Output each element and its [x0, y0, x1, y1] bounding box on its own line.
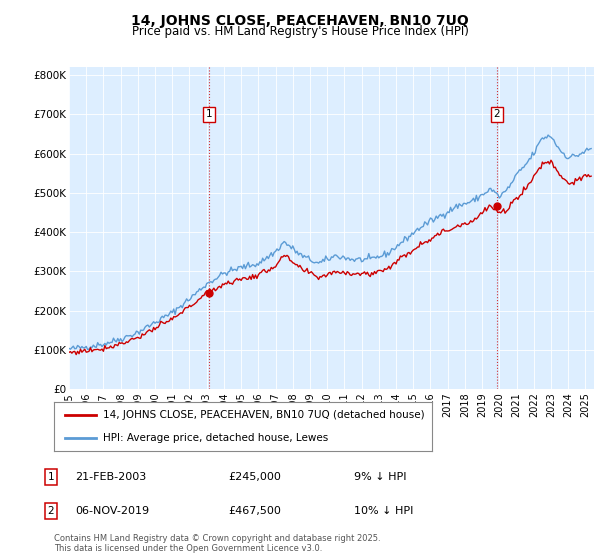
Text: 14, JOHNS CLOSE, PEACEHAVEN, BN10 7UQ: 14, JOHNS CLOSE, PEACEHAVEN, BN10 7UQ [131, 14, 469, 28]
Text: 21-FEB-2003: 21-FEB-2003 [75, 472, 146, 482]
Text: 14, JOHNS CLOSE, PEACEHAVEN, BN10 7UQ (detached house): 14, JOHNS CLOSE, PEACEHAVEN, BN10 7UQ (d… [103, 410, 425, 421]
Text: £467,500: £467,500 [228, 506, 281, 516]
Text: 1: 1 [206, 109, 212, 119]
Text: Contains HM Land Registry data © Crown copyright and database right 2025.
This d: Contains HM Land Registry data © Crown c… [54, 534, 380, 553]
Text: 2: 2 [47, 506, 55, 516]
Text: 2: 2 [493, 109, 500, 119]
Text: 1: 1 [47, 472, 55, 482]
Text: 06-NOV-2019: 06-NOV-2019 [75, 506, 149, 516]
Text: Price paid vs. HM Land Registry's House Price Index (HPI): Price paid vs. HM Land Registry's House … [131, 25, 469, 38]
Text: 9% ↓ HPI: 9% ↓ HPI [354, 472, 407, 482]
Text: £245,000: £245,000 [228, 472, 281, 482]
Text: HPI: Average price, detached house, Lewes: HPI: Average price, detached house, Lewe… [103, 433, 328, 443]
Text: 10% ↓ HPI: 10% ↓ HPI [354, 506, 413, 516]
